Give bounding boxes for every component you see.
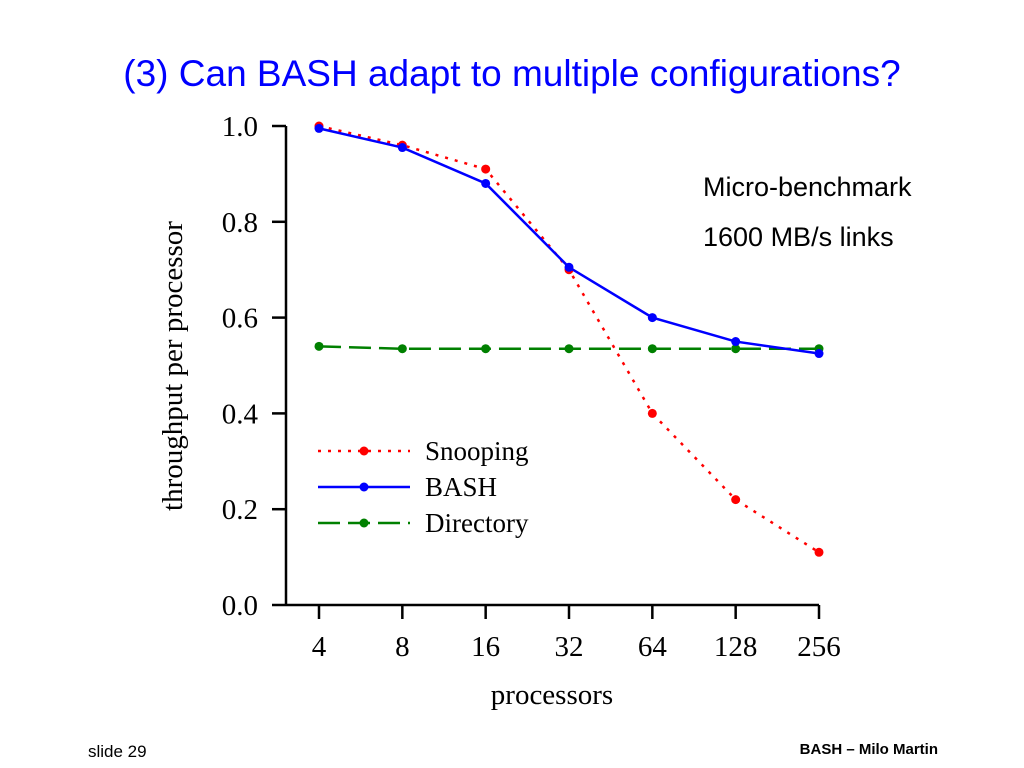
data-point-directory bbox=[564, 344, 574, 354]
data-point-snooping bbox=[647, 408, 657, 418]
y-tick-label: 1.0 bbox=[222, 111, 258, 143]
data-point-bash bbox=[564, 262, 574, 272]
legend-marker-snooping bbox=[359, 446, 369, 456]
data-point-bash bbox=[397, 143, 407, 153]
legend-marker-bash bbox=[359, 482, 369, 492]
x-tick-label: 4 bbox=[312, 631, 327, 663]
y-tick-label: 0.4 bbox=[222, 398, 259, 430]
annotation-benchmark: Micro-benchmark bbox=[703, 172, 912, 202]
data-point-snooping bbox=[814, 547, 824, 557]
data-point-bash bbox=[314, 123, 324, 133]
data-point-bash bbox=[481, 178, 491, 188]
slide-number: slide 29 bbox=[88, 742, 147, 761]
chart-series bbox=[314, 121, 824, 557]
x-tick-label: 32 bbox=[555, 631, 584, 663]
x-tick-label: 8 bbox=[395, 631, 410, 663]
y-tick-label: 0.0 bbox=[222, 590, 258, 622]
legend-label-directory: Directory bbox=[425, 508, 529, 538]
x-tick-label: 16 bbox=[471, 631, 500, 663]
y-axis-label: throughput per processor bbox=[157, 221, 189, 511]
x-tick-label: 256 bbox=[797, 631, 841, 663]
x-tick-label: 64 bbox=[638, 631, 668, 663]
y-tick-label: 0.2 bbox=[222, 494, 258, 526]
footer-author: BASH – Milo Martin bbox=[799, 741, 938, 758]
x-axis-label: processors bbox=[491, 679, 613, 711]
y-tick-label: 0.8 bbox=[222, 207, 258, 239]
chart-axes: 0.0 0.2 0.4 0.6 0.8 1.0 4 8 16 32 64 128 256 processo… bbox=[157, 111, 841, 711]
data-point-snooping bbox=[481, 164, 491, 174]
annotation-link-speed: 1600 MB/s links bbox=[703, 222, 894, 252]
data-point-directory bbox=[647, 344, 657, 354]
data-point-bash bbox=[647, 313, 657, 323]
slide-title: (3) Can BASH adapt to multiple configura… bbox=[123, 53, 901, 94]
series-bash bbox=[314, 123, 824, 359]
data-point-bash bbox=[731, 337, 741, 347]
data-point-directory bbox=[481, 344, 491, 354]
chart-legend: Snooping BASH Directory bbox=[318, 436, 529, 538]
legend-marker-directory bbox=[359, 518, 369, 528]
x-tick-label: 128 bbox=[714, 631, 758, 663]
data-point-directory bbox=[731, 344, 741, 354]
legend-label-snooping: Snooping bbox=[425, 436, 529, 466]
data-point-directory bbox=[397, 344, 407, 354]
data-point-snooping bbox=[731, 495, 741, 505]
data-point-directory bbox=[314, 341, 324, 351]
y-tick-label: 0.6 bbox=[222, 303, 258, 335]
data-point-bash bbox=[814, 349, 824, 359]
legend-label-bash: BASH bbox=[425, 472, 497, 502]
